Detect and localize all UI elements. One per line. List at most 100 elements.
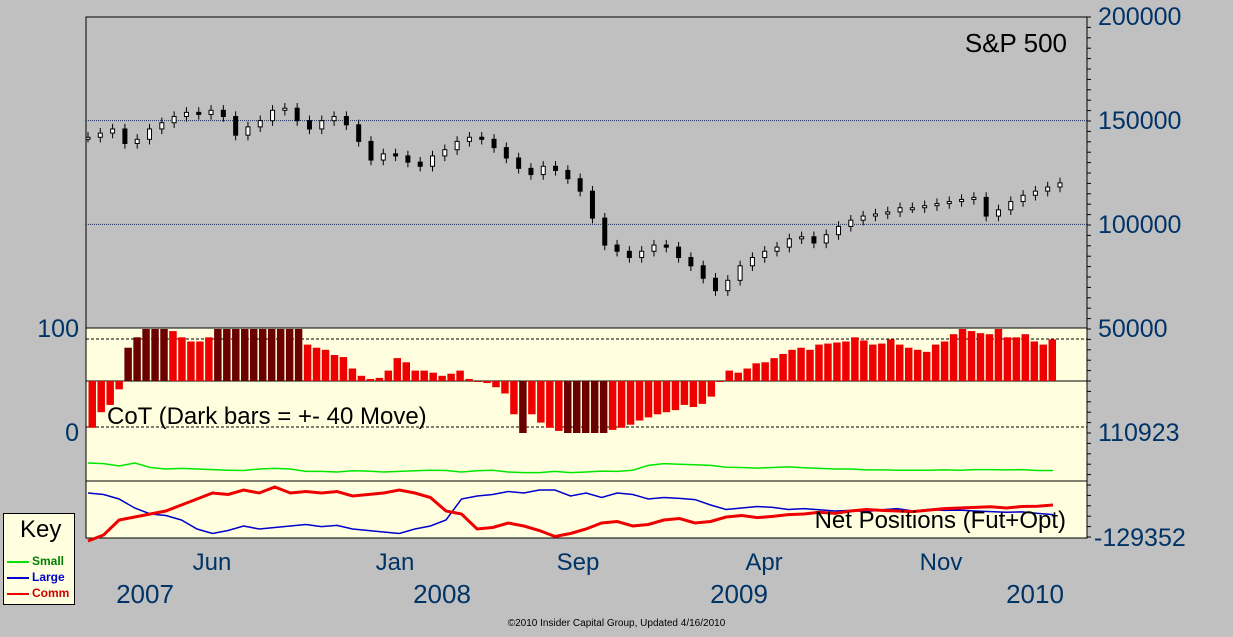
legend-item-small: Small — [7, 554, 75, 568]
cot-bar — [214, 329, 222, 381]
cot-bar — [537, 381, 545, 423]
cot-bar — [698, 381, 707, 404]
cot-bar — [196, 341, 204, 381]
cot-bar — [752, 363, 760, 381]
cot-bar — [528, 381, 536, 415]
cot-bar — [779, 353, 787, 381]
x-tick-jun: Jun — [193, 549, 232, 576]
price-candle — [1008, 201, 1014, 211]
cot-bar — [662, 381, 671, 413]
price-candle — [922, 205, 928, 209]
cot-bar — [456, 370, 464, 381]
legend-label-small: Small — [32, 554, 65, 568]
price-candle — [799, 236, 805, 240]
price-candle — [122, 128, 128, 144]
price-candle — [811, 236, 817, 244]
price-candle — [885, 211, 891, 215]
cot-bar — [573, 381, 581, 433]
price-candle — [762, 250, 768, 259]
cot-bar — [447, 373, 455, 381]
price-candle — [823, 234, 829, 244]
price-candle — [639, 250, 645, 259]
price-candle — [749, 257, 755, 267]
cot-title: CoT (Dark bars = +- 40 Move) — [107, 403, 427, 430]
price-candle — [442, 149, 448, 157]
year-2008: 2008 — [413, 579, 471, 609]
cot-bar — [680, 381, 689, 405]
legend-label-large: Large — [32, 570, 65, 584]
cot-bar — [626, 381, 635, 425]
right-tick-110923: 110923 — [1098, 419, 1180, 447]
legend-swatch-large — [7, 577, 29, 579]
cot-bar — [653, 381, 662, 415]
cot-bar — [689, 381, 698, 407]
cot-bar — [492, 381, 500, 388]
cot-bar — [178, 337, 186, 381]
price-candle — [786, 238, 792, 248]
cot-bar — [1012, 337, 1021, 381]
price-candle — [959, 198, 965, 203]
price-candle — [836, 225, 842, 236]
copyright-footer: ©2010 Insider Capital Group, Updated 4/1… — [507, 618, 726, 629]
price-candle — [380, 153, 386, 161]
cot-bar — [949, 334, 958, 381]
cot-bar — [860, 340, 868, 381]
price-candle — [479, 136, 485, 140]
price-candle — [294, 107, 300, 122]
cot-bar — [1030, 341, 1039, 381]
cot-bar — [608, 381, 617, 430]
cot-bar — [707, 381, 716, 397]
price-candle — [1032, 190, 1038, 196]
cot-bar — [420, 370, 428, 381]
year-2007: 2007 — [116, 579, 174, 609]
cot-bar — [384, 370, 393, 381]
cot-bar — [896, 344, 904, 381]
price-candle — [688, 257, 694, 267]
cot-bar — [824, 343, 832, 381]
price-candle — [626, 250, 632, 259]
cot-bar — [483, 381, 491, 384]
axis-ticks — [1087, 16, 1091, 538]
left-tick-100: 100 — [37, 315, 79, 343]
cot-bar — [465, 378, 473, 381]
legend-swatch-comm — [7, 593, 29, 595]
cot-bar — [223, 329, 231, 381]
price-gridlines — [86, 120, 1087, 225]
right-tick-50000: 50000 — [1098, 315, 1168, 343]
price-candle — [343, 116, 349, 126]
cot-bar — [232, 329, 240, 381]
cot-bar — [599, 381, 608, 433]
price-candle — [417, 161, 423, 167]
legend-label-comm: Comm — [32, 586, 70, 600]
cot-bar — [940, 341, 949, 381]
cot-bar — [106, 381, 114, 405]
cot-bar — [187, 341, 195, 381]
price-candle — [306, 120, 312, 130]
cot-bar — [250, 329, 258, 381]
price-candle — [983, 196, 989, 217]
cot-bar — [321, 349, 330, 381]
price-candle — [503, 147, 509, 159]
price-candle — [725, 279, 731, 292]
price-candle — [282, 107, 288, 111]
cot-bar — [357, 375, 366, 381]
cot-bar — [97, 381, 105, 413]
price-candle — [319, 120, 325, 130]
cot-bar — [958, 329, 967, 381]
right-tick-200000: 200000 — [1098, 3, 1181, 31]
cot-bar — [330, 355, 339, 381]
price-candle — [466, 136, 472, 142]
price-candle — [946, 201, 952, 205]
price-candle — [1045, 186, 1051, 192]
price-candle — [516, 157, 522, 169]
cot-bar — [115, 381, 123, 390]
price-candle — [1020, 194, 1026, 203]
x-tick-jan: Jan — [376, 549, 415, 576]
price-candle — [454, 140, 460, 151]
cot-bar — [267, 329, 276, 381]
price-candle — [897, 207, 903, 213]
cot-bar — [976, 333, 985, 381]
cot-bar — [851, 337, 859, 381]
cot-bar — [887, 339, 895, 381]
